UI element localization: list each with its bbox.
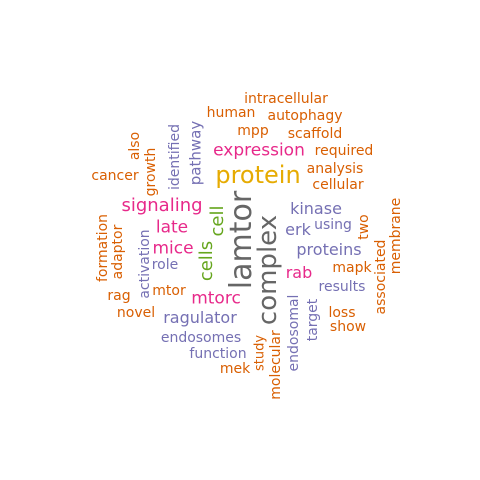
word-autophagy: autophagy [267, 108, 343, 124]
word-endosomes: endosomes [160, 330, 242, 346]
word-identified: identified [167, 124, 183, 190]
word-function: function [189, 346, 247, 362]
word-membrane: membrane [388, 197, 404, 275]
word-expression: expression [213, 140, 305, 161]
word-late: late [155, 217, 189, 238]
word-rag: rag [107, 288, 131, 304]
word-target: target [305, 298, 321, 342]
word-activation: activation [137, 229, 153, 299]
word-endosomal: endosomal [286, 294, 302, 372]
word-show: show [329, 319, 367, 335]
word-formation: formation [95, 213, 111, 283]
word-results: results [318, 279, 366, 295]
word-kinase: kinase [290, 199, 342, 218]
word-cells: cells [196, 240, 217, 282]
word-scaffold: scaffold [287, 126, 343, 142]
word-associated: associated [373, 239, 389, 315]
word-adaptor: adaptor [110, 224, 126, 280]
word-mice: mice [152, 238, 194, 259]
word-mpp: mpp [237, 123, 269, 139]
word-ragulator: ragulator [163, 308, 237, 327]
word-growth: growth [143, 147, 159, 197]
word-rab: rab [285, 263, 313, 282]
word-analysis: analysis [306, 161, 364, 177]
word-mtorc: mtorc [191, 288, 241, 309]
word-required: required [314, 143, 374, 159]
word-complex: complex [253, 214, 283, 326]
word-intracellular: intracellular [244, 91, 328, 107]
word-pathway: pathway [186, 120, 205, 186]
word-mtor: mtor [152, 283, 186, 299]
word-mapk: mapk [332, 260, 372, 276]
word-role: role [151, 257, 179, 273]
word-cellular: cellular [312, 177, 364, 193]
word-two: two [356, 214, 372, 240]
word-novel: novel [116, 305, 156, 321]
word-human: human [206, 105, 256, 121]
word-also: also [127, 131, 143, 161]
word-proteins: proteins [296, 240, 362, 259]
word-loss: loss [328, 305, 356, 321]
word-using: using [314, 217, 352, 233]
word-signaling: signaling [121, 195, 203, 216]
word-mek: mek [219, 361, 251, 377]
word-protein: protein [215, 161, 301, 189]
word-molecular: molecular [268, 330, 284, 400]
word-cell: cell [207, 205, 228, 237]
word-erk: erk [285, 220, 311, 239]
word-study: study [252, 334, 268, 372]
word-cancer: cancer [91, 168, 139, 184]
